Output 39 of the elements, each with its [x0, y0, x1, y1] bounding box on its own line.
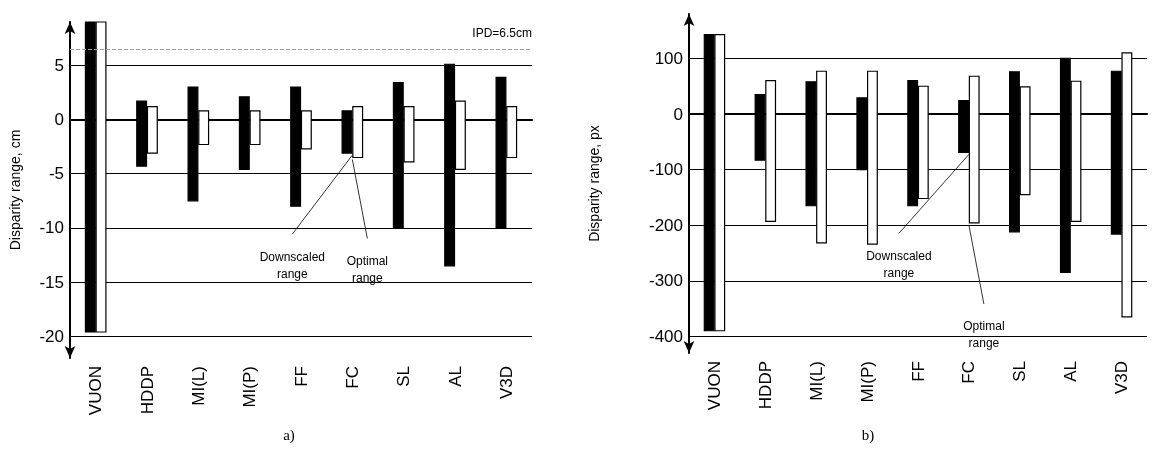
- x-tick-label: FC: [959, 361, 979, 384]
- y-tick-label: -400: [648, 326, 683, 346]
- y-tick-label: 0: [54, 110, 64, 130]
- y-tick-label: 100: [654, 48, 683, 68]
- x-tick-label: MI(L): [188, 366, 208, 406]
- y-tick-label: -100: [648, 160, 683, 180]
- y-axis-title: Disparity range, cm: [7, 129, 23, 251]
- text: a): [283, 426, 295, 444]
- annotation: Optimal range: [963, 319, 1005, 351]
- x-tick-label: HDDP: [137, 366, 157, 415]
- y-tick-label: -20: [39, 326, 64, 346]
- y-tick-label: 0: [673, 104, 683, 124]
- x-tick-label: AL: [445, 366, 465, 387]
- y-tick-label: -10: [39, 218, 64, 238]
- ref-line-label: IPD=6.5cm: [472, 26, 532, 41]
- y-tick-label: 5: [54, 55, 64, 75]
- x-tick-label: FF: [908, 361, 928, 382]
- x-tick-label: FC: [342, 366, 362, 389]
- x-tick-label: SL: [1010, 361, 1030, 382]
- x-tick-label: HDDP: [755, 361, 775, 410]
- x-tick-label: AL: [1061, 361, 1081, 382]
- y-tick-label: -300: [648, 271, 683, 291]
- text: b): [861, 426, 875, 444]
- annotation: Downscaled range: [259, 249, 326, 281]
- x-tick-label: MI(P): [857, 361, 877, 403]
- x-tick-label: VUON: [704, 361, 724, 411]
- x-tick-label: MI(L): [806, 361, 826, 401]
- annotation: Downscaled range: [866, 248, 932, 280]
- y-tick-label: -15: [39, 272, 64, 292]
- y-tick-label: -200: [648, 215, 683, 235]
- x-tick-label: VUON: [86, 366, 106, 416]
- x-tick-label: V3D: [496, 366, 516, 400]
- y-tick-label: -5: [48, 164, 64, 184]
- annotation: Optimal range: [346, 253, 389, 285]
- y-axis-title: Disparity range, px: [586, 125, 602, 242]
- x-tick-label: V3D: [1112, 361, 1132, 395]
- x-tick-label: SL: [394, 366, 414, 387]
- x-tick-label: FF: [291, 366, 311, 387]
- x-tick-label: MI(P): [240, 366, 260, 408]
